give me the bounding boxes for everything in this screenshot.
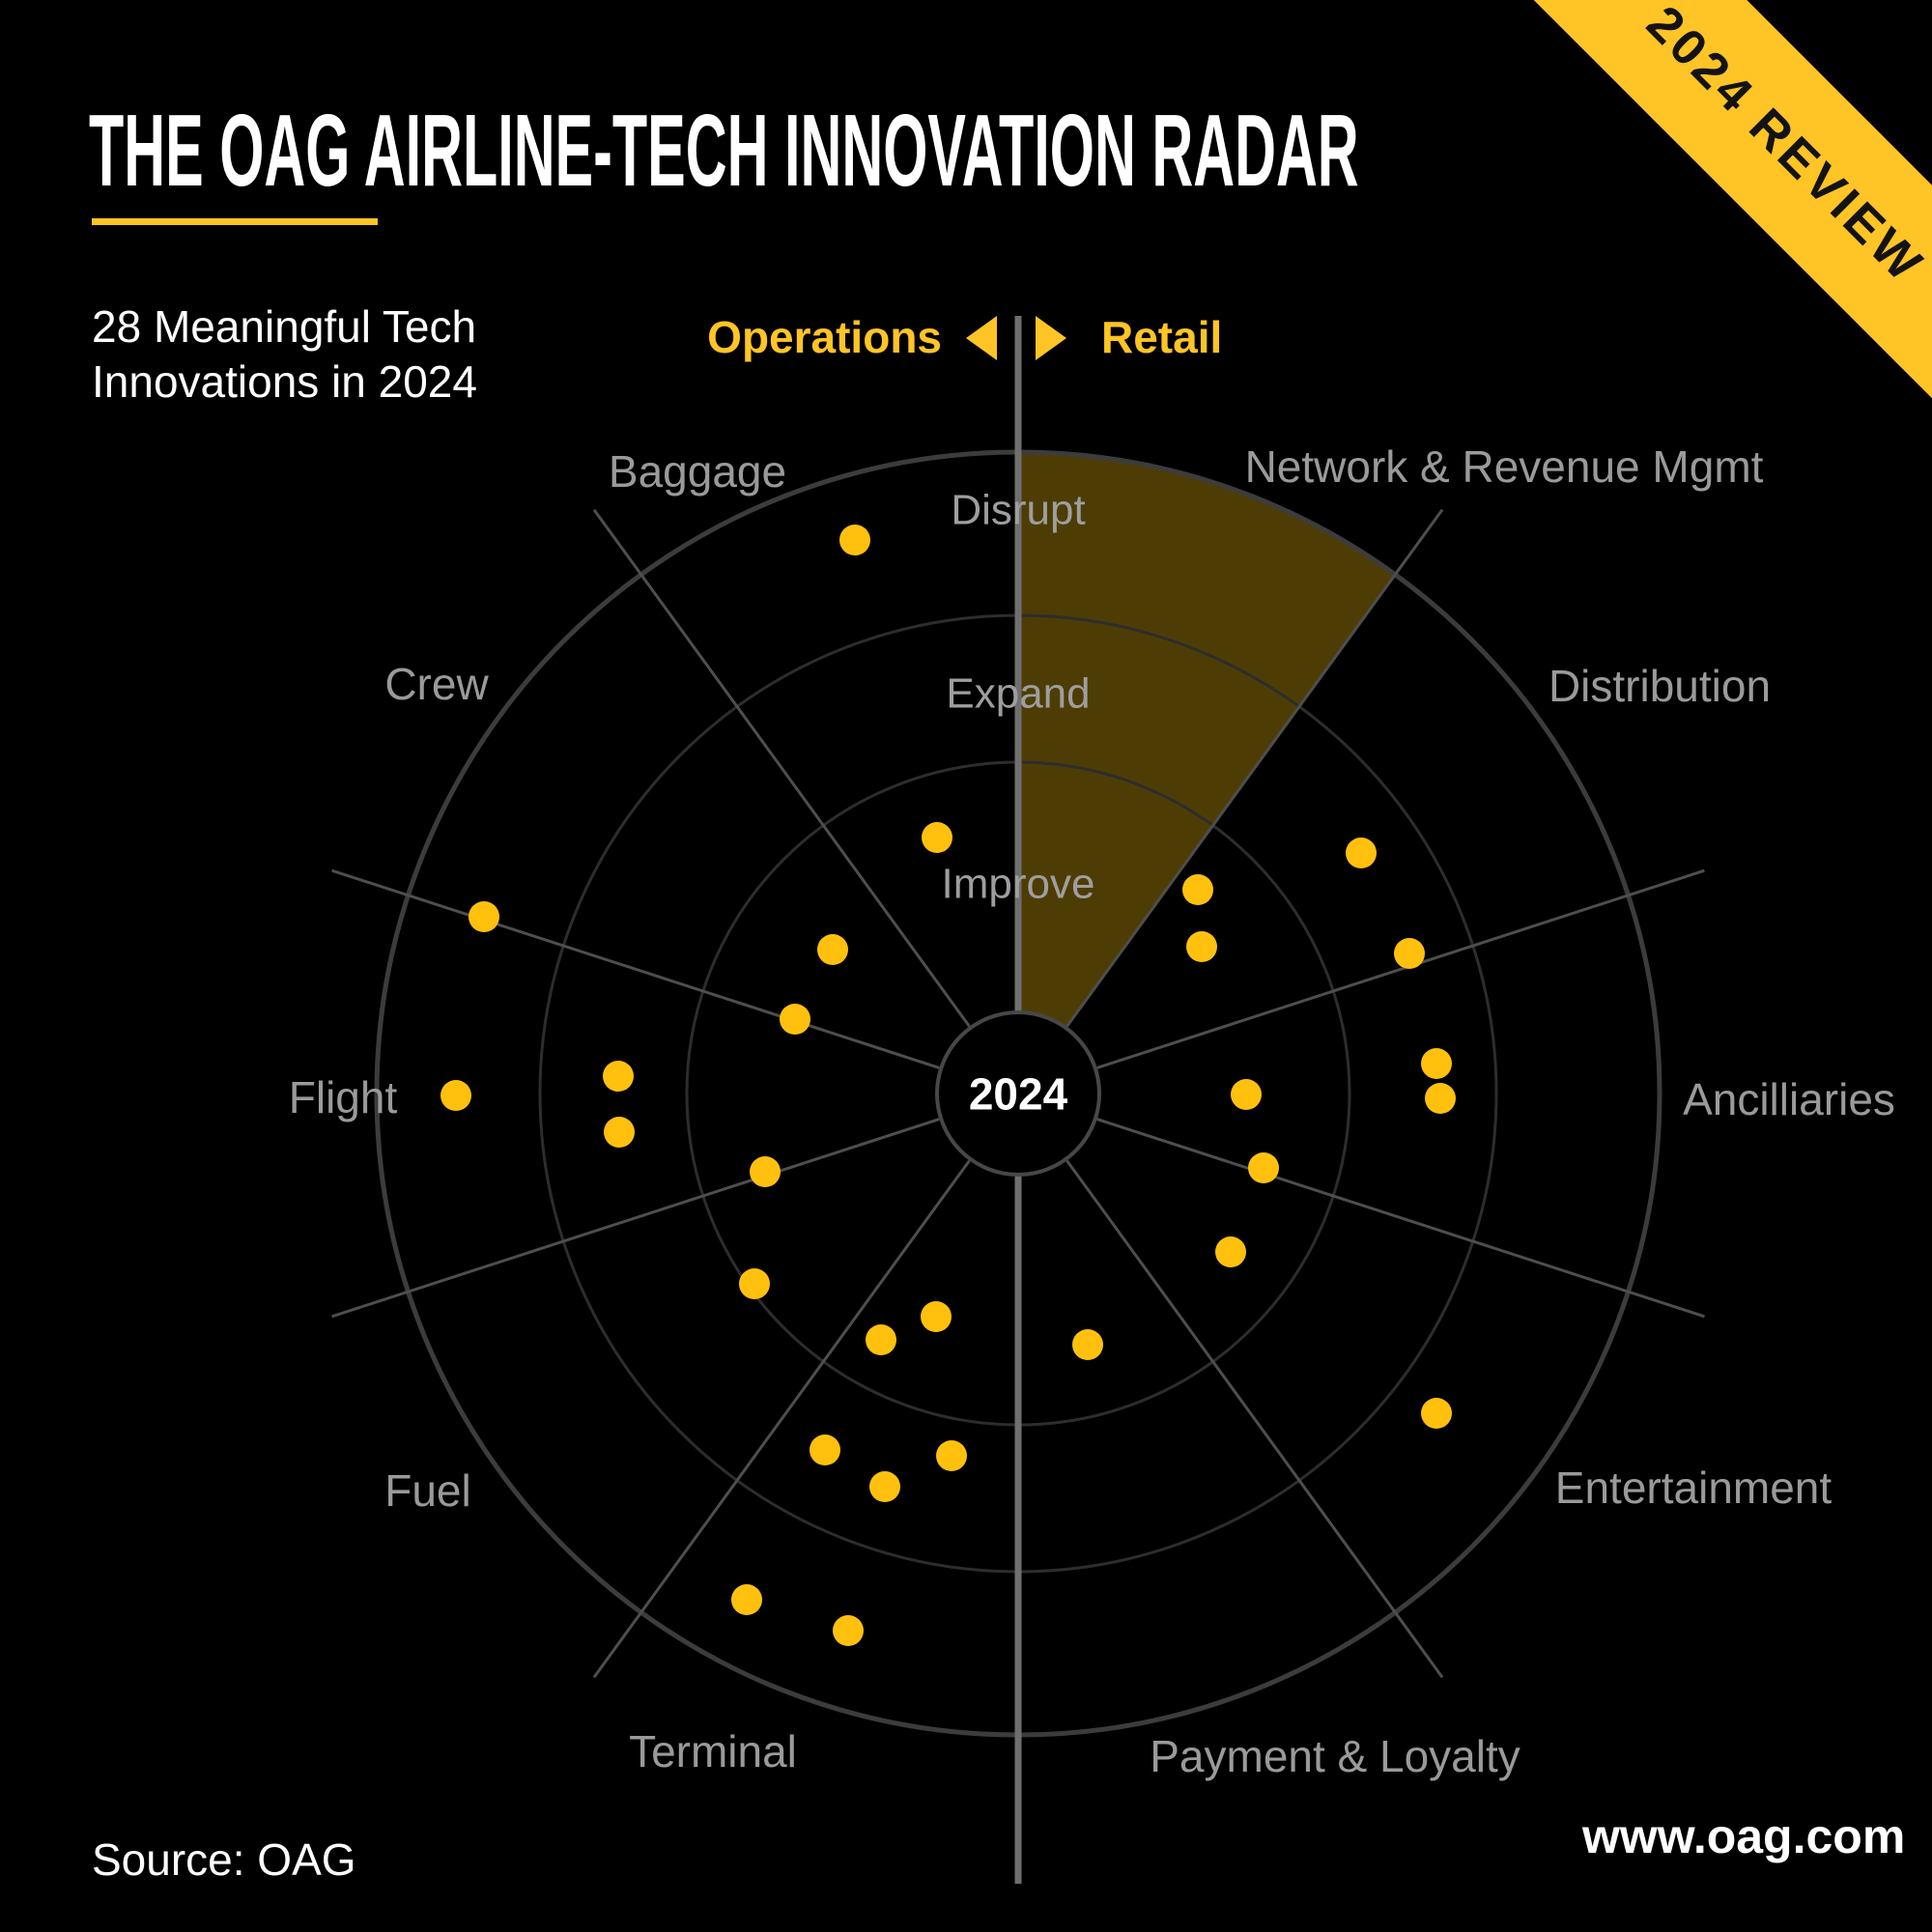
innovation-dot [731,1584,762,1615]
retail-label: Retail [1101,312,1223,362]
innovation-dot [1231,1079,1262,1110]
innovation-dot [921,1301,952,1332]
title-accent-bar [92,218,378,225]
left-arrow-icon [966,316,997,360]
sector-label-flight: Flight [289,1072,398,1122]
ring-label-improve: Improve [942,860,1095,907]
ring-label-disrupt: Disrupt [951,486,1085,533]
innovation-dot [780,1004,810,1035]
source-credit: Source: OAG [92,1834,356,1885]
innovation-dot [603,1061,634,1092]
innovation-dot [1421,1048,1452,1079]
innovation-dot [1215,1236,1246,1267]
innovation-dot [936,1440,967,1471]
highlighted-sector-wedge [1018,452,1396,1029]
innovation-dot [833,1615,864,1646]
sector-spoke [592,1159,971,1679]
page-title: THE OAG AIRLINE-TECH INNOVATION RADAR [89,94,1359,208]
innovation-dot [1394,938,1425,969]
sector-label-network-revenue-mgmt: Network & Revenue Mgmt [1245,441,1764,492]
center-year-label: 2024 [969,1069,1068,1120]
innovation-dot [1182,874,1213,905]
innovation-dot [440,1080,471,1111]
right-arrow-icon [1036,316,1066,360]
sector-label-crew: Crew [384,659,489,709]
innovation-dot [1425,1083,1456,1114]
sector-label-payment-loyalty: Payment & Loyalty [1150,1731,1520,1781]
innovation-dot [866,1324,896,1355]
sector-label-ancilliaries: Ancilliaries [1683,1074,1895,1124]
innovation-dot [604,1117,635,1148]
innovation-dot [1186,931,1217,962]
innovation-dot [750,1156,781,1187]
sector-spoke [331,868,940,1069]
axis-header: Operations Retail [0,311,1932,365]
innovation-dot [922,822,952,853]
ring-label-expand: Expand [946,669,1090,717]
innovation-dot [1421,1398,1452,1429]
sector-label-entertainment: Entertainment [1555,1463,1833,1513]
innovation-dot [1248,1152,1279,1183]
sector-spoke [331,1118,940,1319]
innovation-dot [739,1268,770,1299]
innovation-dot [839,525,870,555]
sector-label-fuel: Fuel [384,1465,470,1516]
innovation-dot [1072,1329,1103,1360]
innovation-dot [469,901,499,932]
innovation-dot [817,934,848,965]
sector-spoke [1096,868,1705,1069]
innovation-dot [869,1471,900,1502]
sector-label-terminal: Terminal [629,1726,797,1776]
sector-spoke [592,508,971,1028]
subtitle-line-1: 28 Meaningful Tech [92,301,477,352]
sector-label-baggage: Baggage [609,446,786,497]
sector-spoke [1096,1118,1705,1319]
operations-label: Operations [707,312,942,362]
website-url: www.oag.com [1582,1809,1906,1863]
sector-spoke [1065,1159,1444,1679]
sector-spoke [1065,508,1444,1028]
innovation-dot [1346,838,1377,868]
sector-label-distribution: Distribution [1548,661,1771,711]
innovation-dot [810,1435,840,1465]
center-hub [935,1010,1101,1177]
subtitle: 28 Meaningful Tech Innovations in 2024 [92,299,477,410]
subtitle-line-2: Innovations in 2024 [92,356,477,407]
